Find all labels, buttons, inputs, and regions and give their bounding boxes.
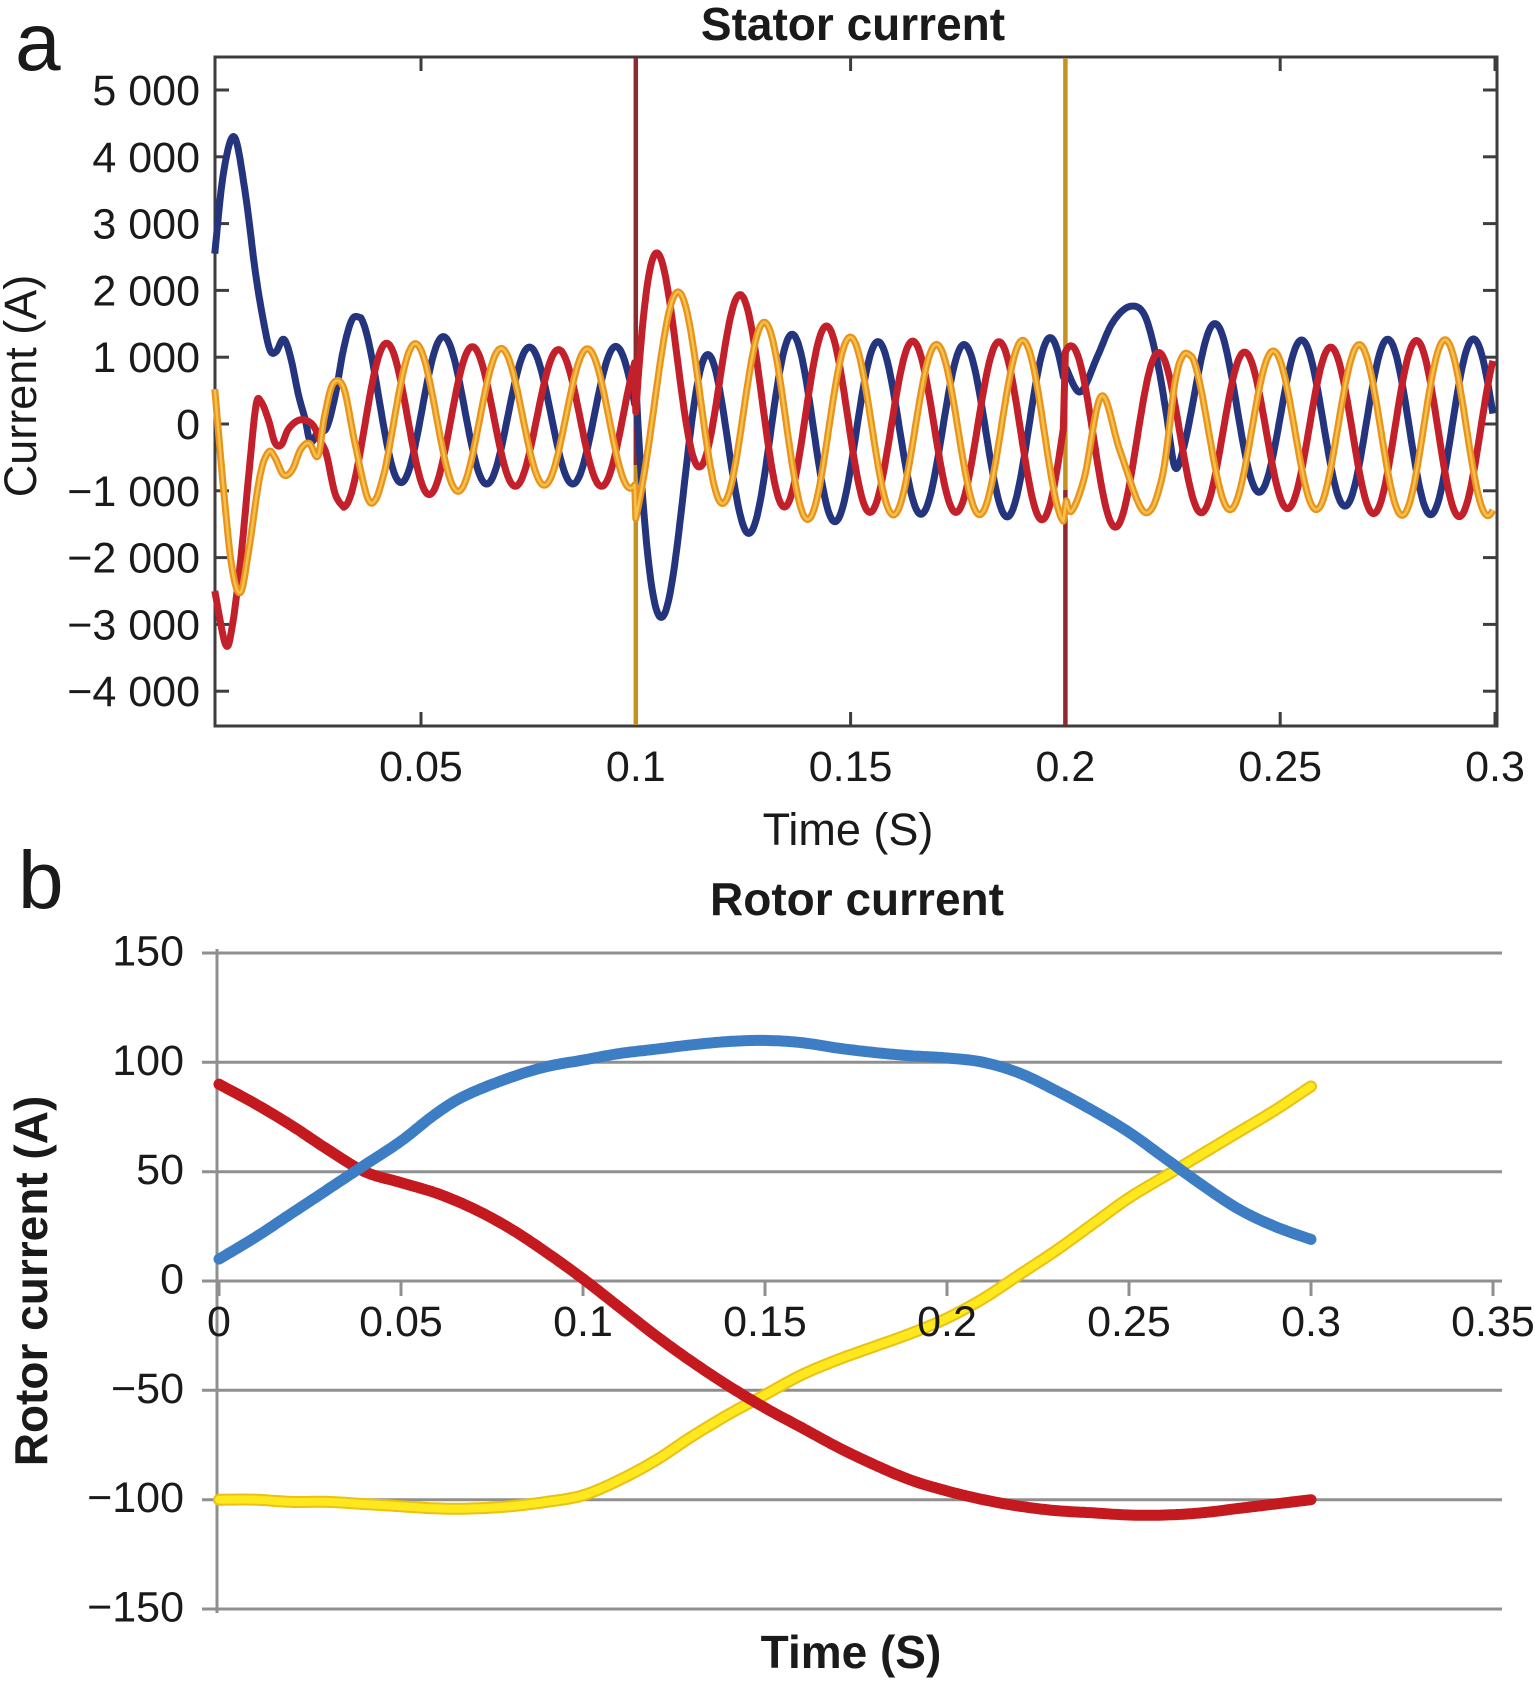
svg-text:−50: −50 <box>111 1365 184 1413</box>
svg-text:0.05: 0.05 <box>359 1298 443 1346</box>
svg-text:50: 50 <box>136 1146 184 1194</box>
svg-text:−100: −100 <box>87 1474 184 1522</box>
svg-text:−4 000: −4 000 <box>67 668 200 716</box>
svg-text:0.1: 0.1 <box>606 743 666 791</box>
svg-text:0.05: 0.05 <box>379 743 463 791</box>
svg-text:−3 000: −3 000 <box>67 601 200 649</box>
svg-text:100: 100 <box>112 1037 184 1085</box>
svg-text:4 000: 4 000 <box>92 134 200 182</box>
svg-text:0.15: 0.15 <box>809 743 893 791</box>
svg-text:5 000: 5 000 <box>92 67 200 115</box>
svg-text:b: b <box>18 835 64 926</box>
svg-text:Stator current: Stator current <box>701 0 1005 50</box>
svg-text:0.15: 0.15 <box>723 1298 807 1346</box>
svg-text:0.2: 0.2 <box>917 1298 977 1346</box>
svg-text:−150: −150 <box>87 1584 184 1632</box>
svg-text:Rotor current: Rotor current <box>710 873 1004 925</box>
svg-text:Current (A): Current (A) <box>0 275 46 498</box>
svg-text:0.25: 0.25 <box>1238 743 1322 791</box>
svg-text:Time (S): Time (S) <box>763 804 934 855</box>
svg-text:0.3: 0.3 <box>1465 743 1525 791</box>
svg-text:2 000: 2 000 <box>92 267 200 315</box>
svg-text:−2 000: −2 000 <box>67 535 200 583</box>
svg-text:0.2: 0.2 <box>1036 743 1096 791</box>
svg-text:1 000: 1 000 <box>92 334 200 382</box>
svg-text:0.25: 0.25 <box>1087 1298 1171 1346</box>
svg-text:0: 0 <box>160 1256 184 1304</box>
svg-text:0.3: 0.3 <box>1281 1298 1341 1346</box>
svg-text:0.1: 0.1 <box>553 1298 613 1346</box>
svg-text:150: 150 <box>112 928 184 976</box>
svg-text:0.35: 0.35 <box>1451 1298 1535 1346</box>
svg-text:Rotor current (A): Rotor current (A) <box>5 1096 57 1467</box>
svg-text:a: a <box>15 0 61 88</box>
svg-text:0: 0 <box>176 401 200 449</box>
svg-text:0: 0 <box>207 1298 231 1346</box>
svg-text:3 000: 3 000 <box>92 201 200 249</box>
svg-text:Time (S): Time (S) <box>761 1626 942 1678</box>
svg-text:−1 000: −1 000 <box>67 468 200 516</box>
